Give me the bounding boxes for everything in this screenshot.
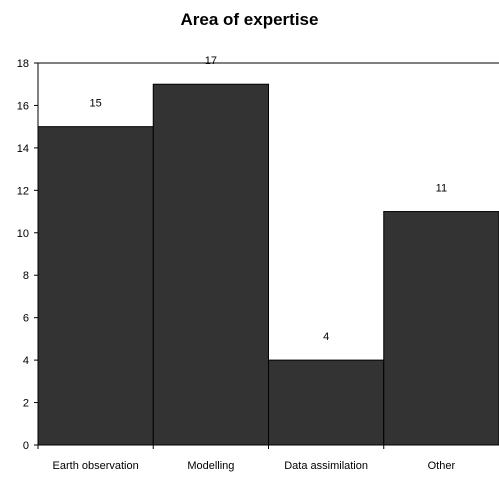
y-tick-label: 2 bbox=[23, 398, 29, 410]
y-tick-label: 0 bbox=[23, 440, 29, 452]
x-tick-label: Earth observation bbox=[53, 460, 139, 472]
bar bbox=[383, 211, 499, 446]
x-tick-label: Data assimilation bbox=[284, 460, 368, 472]
data-label: 11 bbox=[436, 183, 447, 195]
y-tick-label: 6 bbox=[23, 313, 29, 325]
x-tick-label: Other bbox=[428, 460, 456, 472]
y-tick-label: 18 bbox=[17, 58, 29, 70]
data-label: 17 bbox=[205, 55, 217, 67]
bar bbox=[268, 359, 385, 446]
chart-title: Area of expertise bbox=[180, 10, 319, 29]
y-tick-label: 10 bbox=[17, 228, 29, 240]
bars bbox=[37, 83, 499, 446]
y-tick-label: 14 bbox=[17, 143, 29, 155]
y-tick-label: 8 bbox=[23, 270, 29, 282]
y-tick-label: 16 bbox=[17, 100, 29, 112]
y-tick-label: 4 bbox=[23, 355, 29, 367]
data-label: 4 bbox=[323, 331, 329, 343]
bar bbox=[37, 126, 154, 446]
data-labels: 15 17 4 11 bbox=[90, 55, 448, 343]
x-axis: Earth observation Modelling Data assimilat… bbox=[37, 444, 499, 472]
y-tick-label: 12 bbox=[17, 185, 29, 197]
bar bbox=[152, 83, 269, 446]
data-label: 15 bbox=[90, 98, 102, 110]
x-tick-label: Modelling bbox=[187, 460, 234, 472]
